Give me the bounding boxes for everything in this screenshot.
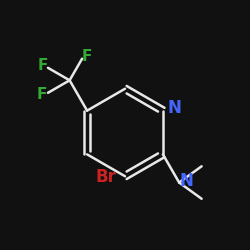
Text: Br: Br (96, 168, 117, 186)
Text: N: N (167, 99, 181, 117)
Text: F: F (82, 49, 92, 64)
Text: F: F (38, 58, 48, 73)
Text: N: N (180, 172, 194, 190)
Text: F: F (36, 86, 47, 102)
